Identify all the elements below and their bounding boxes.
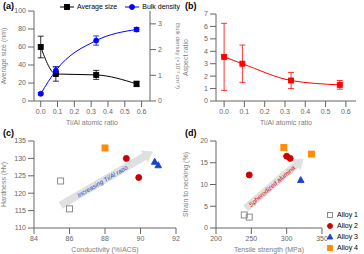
html-text:Bulk density: Bulk density: [142, 3, 180, 10]
svg-text:Aspect ratio: Aspect ratio: [182, 39, 190, 76]
svg-text:2: 2: [204, 73, 208, 80]
svg-text:20: 20: [200, 137, 208, 144]
svg-text:Average size (nm): Average size (nm): [8, 28, 9, 85]
svg-text:0: 0: [204, 97, 208, 104]
svg-text:20: 20: [18, 79, 26, 86]
svg-text:Spherodized alumina: Spherodized alumina: [247, 164, 297, 209]
svg-text:6: 6: [204, 23, 208, 30]
svg-text:86: 86: [66, 235, 74, 242]
svg-text:110: 110: [15, 224, 26, 231]
svg-text:80: 80: [18, 25, 26, 32]
svg-text:125: 125: [14, 172, 26, 179]
svg-text:15: 15: [200, 159, 208, 166]
svg-text:0.6: 0.6: [341, 108, 351, 115]
svg-text:10: 10: [200, 181, 208, 188]
html-text:Alloy 4: Alloy 4: [337, 244, 358, 251]
svg-text:0: 0: [204, 224, 208, 231]
svg-text:0.3: 0.3: [86, 108, 96, 115]
svg-text:Tensile strength (MPa): Tensile strength (MPa): [234, 246, 304, 254]
svg-text:0.0: 0.0: [219, 108, 229, 115]
html-text:Average size: Average size: [76, 3, 118, 10]
html-text:Alloy 1: Alloy 1: [337, 211, 358, 218]
svg-text:92: 92: [172, 235, 180, 242]
svg-text:84: 84: [30, 235, 38, 242]
svg-text:120: 120: [14, 190, 26, 197]
svg-text:Increasing Ti/Al ratio: Increasing Ti/Al ratio: [76, 163, 130, 199]
svg-text:0.0: 0.0: [36, 108, 46, 115]
svg-text:Bulk density (×10⁻² cm⁻³): Bulk density (×10⁻² cm⁻³): [175, 23, 181, 89]
svg-text:130: 130: [14, 155, 26, 162]
svg-text:40: 40: [18, 61, 26, 68]
svg-text:0.5: 0.5: [120, 108, 130, 115]
svg-text:115: 115: [15, 207, 26, 214]
svg-text:135: 135: [14, 137, 26, 144]
svg-text:1: 1: [204, 85, 208, 92]
svg-text:0: 0: [158, 97, 162, 104]
html-text:(a): (a): [3, 1, 14, 11]
html-text:(b): (b): [185, 1, 197, 11]
svg-text:200: 200: [210, 235, 222, 242]
svg-text:Ti/Al atomic ratio: Ti/Al atomic ratio: [66, 119, 118, 126]
svg-text:0.6: 0.6: [137, 108, 147, 115]
svg-text:Strain to necking (%): Strain to necking (%): [182, 152, 190, 217]
svg-text:7: 7: [204, 10, 208, 17]
svg-text:Conductivity (%IACS): Conductivity (%IACS): [71, 246, 138, 254]
svg-text:5: 5: [204, 203, 208, 210]
svg-text:90: 90: [137, 235, 145, 242]
svg-text:0.2: 0.2: [260, 108, 270, 115]
svg-text:Hardness (Hv): Hardness (Hv): [8, 162, 9, 207]
html-text:(d): (d): [185, 128, 197, 138]
svg-text:0.5: 0.5: [321, 108, 331, 115]
svg-text:5: 5: [204, 35, 208, 42]
html-text:Alloy 3: Alloy 3: [337, 233, 358, 240]
html-text:Alloy 2: Alloy 2: [337, 222, 358, 229]
svg-text:4: 4: [204, 48, 208, 55]
html-text:(c): (c): [3, 128, 14, 138]
svg-text:0.2: 0.2: [69, 108, 79, 115]
svg-text:0.1: 0.1: [53, 108, 63, 115]
svg-text:3: 3: [158, 20, 162, 27]
svg-text:0.4: 0.4: [103, 108, 113, 115]
svg-text:0.4: 0.4: [300, 108, 310, 115]
svg-text:60: 60: [18, 43, 26, 50]
svg-text:3: 3: [204, 60, 208, 67]
svg-text:0: 0: [22, 97, 26, 104]
svg-text:Ti/Al atomic ratio: Ti/Al atomic ratio: [260, 119, 312, 126]
svg-text:300: 300: [281, 235, 293, 242]
svg-text:350: 350: [316, 235, 328, 242]
svg-text:1: 1: [158, 72, 162, 79]
svg-text:88: 88: [101, 235, 109, 242]
svg-text:2: 2: [158, 46, 162, 53]
svg-text:250: 250: [245, 235, 257, 242]
svg-text:100: 100: [14, 7, 26, 14]
svg-text:0.1: 0.1: [240, 108, 250, 115]
svg-text:0.3: 0.3: [280, 108, 290, 115]
